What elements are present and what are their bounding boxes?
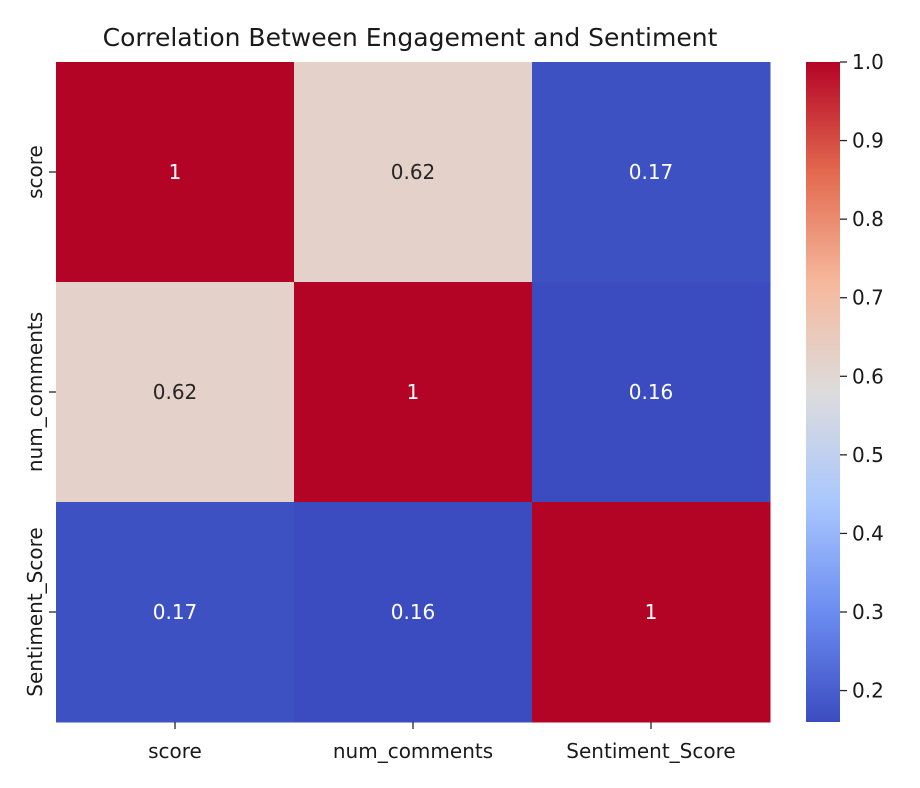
cell-value-label: 0.16 [629, 380, 674, 404]
heatmap-cell [294, 62, 533, 283]
colorbar-tick-label: 1.0 [852, 50, 884, 74]
y-tick-label: Sentiment_Score [23, 527, 47, 696]
heatmap-cell [532, 502, 771, 723]
heatmap-cells [56, 62, 771, 723]
heatmap-cell-labels: 1 0.62 0.17 0.62 1 0.16 0.17 0.16 1 [153, 160, 674, 624]
colorbar-tick-label: 0.7 [852, 286, 884, 310]
colorbar-tick-label: 0.8 [852, 207, 884, 231]
y-axis: score num_comments Sentiment_Score [23, 145, 56, 697]
heatmap-cell [294, 502, 533, 723]
y-tick-label: score [23, 145, 47, 199]
cell-value-label: 0.17 [629, 160, 674, 184]
y-tick-label: num_comments [23, 312, 47, 472]
cell-value-label: 1 [169, 160, 182, 184]
heatmap-cell [56, 62, 295, 283]
heatmap-cell [532, 282, 771, 503]
colorbar-tick-label: 0.2 [852, 679, 884, 703]
cell-value-label: 1 [407, 380, 420, 404]
x-tick-label: Sentiment_Score [566, 739, 735, 763]
heatmap-cell [532, 62, 771, 283]
cell-value-label: 0.62 [391, 160, 436, 184]
cell-value-label: 1 [645, 600, 658, 624]
cell-value-label: 0.17 [153, 600, 198, 624]
heatmap-cell [56, 502, 295, 723]
x-tick-label: num_comments [333, 739, 493, 763]
chart-title: Correlation Between Engagement and Senti… [103, 23, 718, 52]
colorbar [806, 62, 840, 722]
colorbar-tick-label: 0.4 [852, 521, 884, 545]
cell-value-label: 0.62 [153, 380, 198, 404]
x-tick-label: score [148, 739, 202, 763]
colorbar-tick-label: 0.3 [852, 600, 884, 624]
colorbar-tick-label: 0.5 [852, 443, 884, 467]
colorbar-tick-label: 0.9 [852, 129, 884, 153]
colorbar-axis: 0.2 0.3 0.4 0.5 0.6 0.7 0.8 0.9 1.0 [840, 50, 884, 703]
heatmap-cell [56, 282, 295, 503]
cell-value-label: 0.16 [391, 600, 436, 624]
heatmap-cell [294, 282, 533, 503]
x-axis: score num_comments Sentiment_Score [148, 722, 736, 763]
colorbar-tick-label: 0.6 [852, 364, 884, 388]
